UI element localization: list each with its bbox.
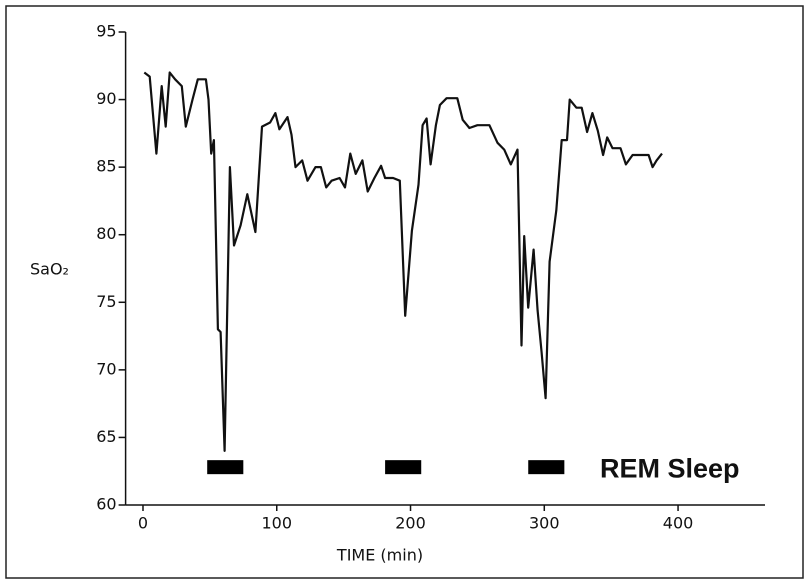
x-tick-label: 0 [138, 514, 148, 533]
y-axis-label: SaO₂ [30, 260, 69, 279]
x-tick-label: 400 [663, 514, 694, 533]
x-tick-label: 200 [395, 514, 426, 533]
y-tick-label: 80 [96, 224, 116, 243]
data-line [143, 71, 663, 452]
y-tick-label: 70 [96, 359, 116, 378]
y-tick-label: 95 [96, 22, 116, 41]
x-tick-label: 100 [261, 514, 292, 533]
x-axis-label: TIME (min) [336, 546, 423, 565]
rem-period [207, 460, 244, 475]
y-tick-label: 75 [96, 292, 116, 311]
x-tick-label: 300 [529, 514, 560, 533]
y-tick-label: 85 [96, 157, 116, 176]
rem-period [528, 460, 565, 475]
frame [5, 5, 804, 579]
rem-label: REM Sleep [600, 453, 740, 483]
y-tick-label: 65 [96, 427, 116, 446]
rem-period [385, 460, 422, 475]
y-tick-label: 60 [96, 495, 116, 514]
y-tick-label: 90 [96, 89, 116, 108]
